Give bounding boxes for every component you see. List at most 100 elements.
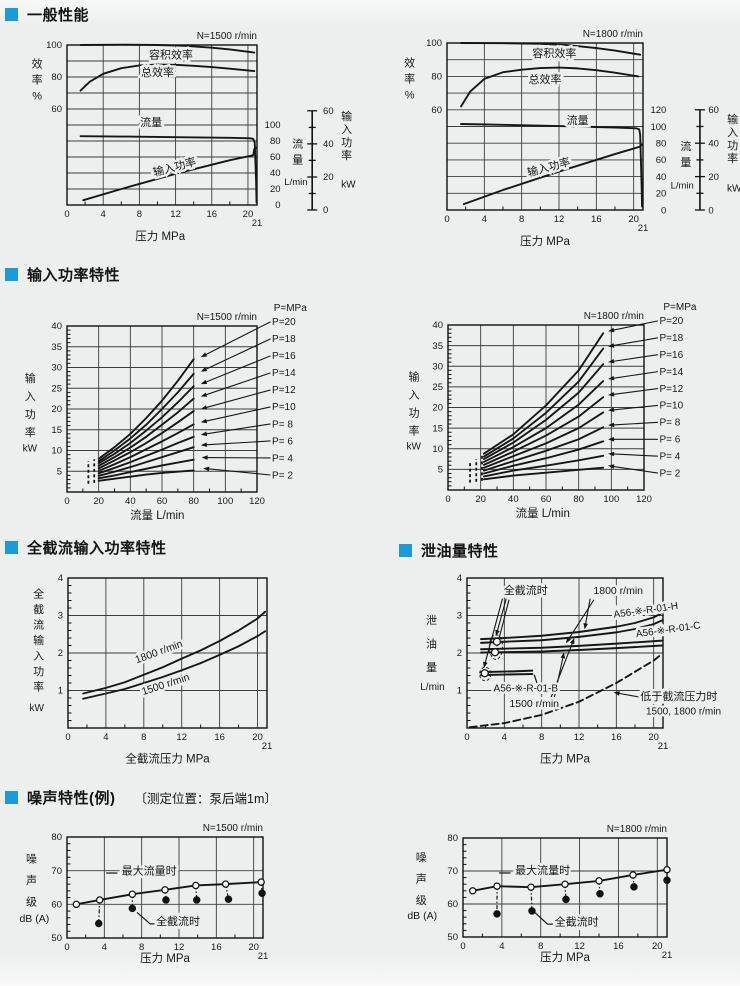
svg-text:10: 10 [51, 446, 62, 457]
svg-text:P=12: P=12 [272, 385, 296, 396]
chart-input-power-1800rpm: 0 20 40 60 80 100 120 40 35 30 25 20 15 10 5 N=1800 r/m… [406, 302, 696, 520]
svg-text:0: 0 [464, 732, 469, 743]
section-marker-icon [5, 8, 18, 21]
svg-text:容积效率: 容积效率 [149, 48, 193, 62]
svg-text:流量 L/min: 流量 L/min [130, 508, 184, 522]
section-marker-icon [5, 268, 18, 281]
svg-text:12: 12 [554, 214, 565, 225]
svg-text:5: 5 [57, 466, 62, 477]
svg-text:30: 30 [432, 361, 443, 372]
svg-text:P= 6: P= 6 [660, 435, 681, 446]
svg-text:12: 12 [176, 732, 187, 743]
svg-text:流量: 流量 [292, 136, 303, 166]
section-header-noise: 噪声特性(例) 〔测定位置：泵后端1m〕 [5, 787, 277, 808]
svg-text:100: 100 [265, 120, 281, 131]
svg-text:压力 MPa: 压力 MPa [540, 753, 590, 766]
svg-text:0: 0 [64, 209, 69, 220]
svg-text:15: 15 [51, 425, 62, 436]
svg-text:输入功率: 输入功率 [409, 370, 420, 438]
svg-text:0: 0 [64, 942, 69, 953]
svg-text:1800 r/min: 1800 r/min [593, 585, 643, 597]
svg-text:40: 40 [432, 320, 443, 331]
svg-text:8: 8 [538, 941, 543, 952]
svg-text:80: 80 [656, 139, 667, 150]
svg-text:20: 20 [270, 184, 281, 195]
svg-text:4: 4 [101, 209, 106, 220]
svg-text:100: 100 [650, 122, 666, 133]
svg-text:噪声级: 噪声级 [26, 852, 37, 908]
svg-text:0: 0 [460, 941, 465, 952]
svg-text:dB (A): dB (A) [19, 913, 49, 925]
svg-text:压力 MPa: 压力 MPa [520, 235, 570, 248]
svg-text:20: 20 [243, 209, 254, 220]
svg-text:P= 4: P= 4 [272, 453, 293, 464]
svg-text:20: 20 [648, 732, 659, 743]
svg-text:kW: kW [23, 443, 38, 454]
svg-text:L/min: L/min [671, 180, 694, 191]
svg-text:N=1500 r/min: N=1500 r/min [203, 823, 263, 834]
svg-text:N=1800 r/min: N=1800 r/min [607, 824, 667, 835]
svg-text:1500 r/min: 1500 r/min [509, 698, 559, 710]
svg-text:1: 1 [58, 686, 63, 697]
svg-text:80: 80 [51, 832, 62, 843]
svg-text:流量 L/min: 流量 L/min [516, 506, 570, 520]
svg-text:20: 20 [656, 189, 667, 200]
svg-text:2: 2 [58, 648, 63, 659]
svg-text:kW: kW [341, 179, 356, 190]
svg-text:80: 80 [431, 72, 442, 83]
svg-text:流量: 流量 [567, 113, 589, 127]
svg-text:20: 20 [248, 942, 259, 953]
section-header-input-power: 输入功率特性 [5, 264, 120, 285]
svg-text:40: 40 [656, 172, 667, 183]
svg-text:8: 8 [519, 214, 524, 225]
svg-text:1: 1 [457, 686, 462, 697]
svg-text:P=10: P=10 [272, 402, 296, 413]
svg-text:16: 16 [613, 941, 624, 952]
svg-text:40: 40 [508, 494, 519, 505]
section-title: 泄油量特性 [421, 543, 499, 560]
svg-text:15: 15 [432, 423, 443, 434]
svg-text:0: 0 [64, 496, 69, 507]
svg-text:120: 120 [650, 105, 666, 116]
svg-text:20: 20 [628, 214, 639, 225]
svg-text:40: 40 [125, 496, 136, 507]
section-header-general: 一般性能 [5, 4, 89, 25]
svg-text:60: 60 [323, 106, 334, 117]
svg-text:3: 3 [457, 611, 462, 622]
svg-text:60: 60 [51, 900, 62, 911]
svg-text:0: 0 [708, 205, 713, 216]
svg-text:P=16: P=16 [272, 351, 296, 362]
svg-text:A56-※-R-01-H: A56-※-R-01-H [613, 601, 679, 621]
svg-text:8: 8 [539, 732, 544, 743]
svg-text:20: 20 [708, 172, 719, 183]
svg-text:P= 8: P= 8 [272, 419, 293, 430]
svg-text:P= 2: P= 2 [272, 470, 293, 481]
chart-input-power-1500rpm: 0 20 40 60 80 100 120 40 35 30 25 20 15 10 5 N=1500 r/m… [23, 303, 308, 522]
section-title: 一般性能 [27, 7, 90, 24]
svg-text:12: 12 [170, 209, 181, 220]
svg-text:N=1800 r/min: N=1800 r/min [583, 29, 643, 40]
svg-text:输入功率: 输入功率 [341, 109, 352, 162]
svg-text:120: 120 [636, 494, 652, 505]
svg-text:60: 60 [270, 152, 281, 163]
svg-text:输入功率: 输入功率 [151, 154, 197, 179]
svg-text:100: 100 [46, 40, 62, 51]
svg-text:P=20: P=20 [272, 317, 296, 328]
svg-text:4: 4 [102, 942, 107, 953]
svg-text:16: 16 [214, 732, 225, 743]
svg-text:60: 60 [541, 494, 552, 505]
svg-text:A56-※-R-01-C: A56-※-R-01-C [635, 620, 701, 640]
svg-text:40: 40 [270, 168, 281, 179]
svg-text:60: 60 [656, 155, 667, 166]
svg-text:60: 60 [708, 105, 719, 116]
svg-text:70: 70 [447, 866, 458, 877]
svg-text:20: 20 [475, 494, 486, 505]
svg-text:12: 12 [174, 942, 185, 953]
svg-text:10: 10 [432, 444, 443, 455]
section-title: 全截流输入功率特性 [27, 540, 167, 557]
svg-text:流量: 流量 [140, 115, 162, 129]
